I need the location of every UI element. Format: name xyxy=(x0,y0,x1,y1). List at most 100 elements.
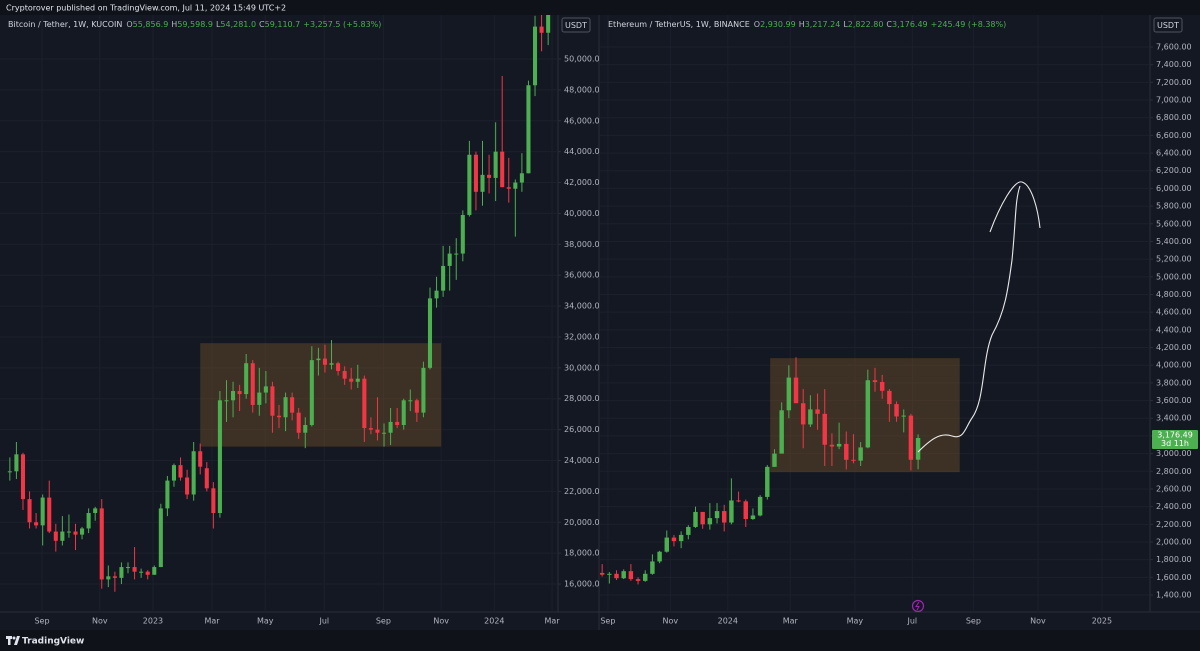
candle-body xyxy=(382,432,387,434)
footer-bar xyxy=(0,630,1200,651)
y-tick-label: 7,000.00 xyxy=(1156,96,1192,105)
y-tick-label: 32,000.0 xyxy=(564,332,600,341)
candle-body xyxy=(539,26,544,33)
candle-body xyxy=(165,480,170,509)
y-tick-label: 38,000.0 xyxy=(564,240,600,249)
candle-body xyxy=(600,572,605,575)
candle-body xyxy=(447,253,452,266)
candle-body xyxy=(217,400,222,514)
y-tick-label: 36,000.0 xyxy=(564,271,600,280)
candle-body xyxy=(283,397,288,418)
candle-body xyxy=(707,518,713,525)
x-tick-label: Jul xyxy=(907,617,918,626)
candle-body xyxy=(7,471,12,473)
candle-body xyxy=(270,386,275,416)
candle-body xyxy=(607,573,612,575)
candle-body xyxy=(822,413,827,445)
candle-body xyxy=(657,551,662,562)
ohlc-label: H xyxy=(171,20,177,29)
plot-area xyxy=(600,357,960,585)
y-tick-label: 2,600.00 xyxy=(1156,484,1192,493)
y-tick-label: 20,000.0 xyxy=(564,518,600,527)
candle-body xyxy=(185,477,190,495)
candle-body xyxy=(112,576,117,578)
x-tick-label: Sep xyxy=(376,617,391,626)
candle-body xyxy=(395,421,400,425)
candle-body xyxy=(901,415,906,417)
chart-panel: 1,400.00 1,600.00 1,800.00 2,000.00 2,200.00… xyxy=(600,15,1198,626)
currency-tag-box xyxy=(1153,17,1183,33)
y-tick-label: 7,600.00 xyxy=(1156,42,1192,51)
x-tick-label: Jul xyxy=(318,617,329,626)
chart-panel: 16,000.0 18,000.0 20,000.0 22,000.0 24,000.0… xyxy=(0,15,600,626)
ohlc-label: C xyxy=(886,20,892,29)
candle-body xyxy=(434,290,439,299)
x-tick-label: 2024 xyxy=(484,617,504,626)
candle-body xyxy=(743,501,748,520)
y-tick-label: 6,000.00 xyxy=(1156,184,1192,193)
x-tick-label: May xyxy=(847,617,864,626)
ohlc-value: 54,281.0 xyxy=(220,20,256,29)
candle-body xyxy=(34,522,39,526)
candle-body xyxy=(276,415,282,418)
ohlc-label: L xyxy=(843,20,848,29)
candle-body xyxy=(887,390,892,405)
y-tick-label: 4,200.00 xyxy=(1156,343,1192,352)
candle-body xyxy=(427,298,433,368)
candle-body xyxy=(414,400,419,413)
ohlc-value: 2,822.80 xyxy=(848,20,884,29)
plot-area xyxy=(7,15,551,592)
y-tick-label: 3,000.00 xyxy=(1156,449,1192,458)
candle-body xyxy=(526,85,531,174)
candle-body xyxy=(506,187,511,189)
y-tick-label: 7,400.00 xyxy=(1156,60,1192,69)
candle-body xyxy=(894,404,899,417)
candle-body xyxy=(336,363,341,371)
x-tick-label: 2025 xyxy=(1092,617,1112,626)
x-tick-label: Sep xyxy=(966,617,981,626)
y-tick-label: 3,600.00 xyxy=(1156,396,1192,405)
candle-body xyxy=(125,567,131,569)
candle-body xyxy=(132,567,137,572)
candle-body xyxy=(388,421,393,433)
x-tick-label: Nov xyxy=(1030,617,1046,626)
candle-body xyxy=(800,403,806,425)
candle-body xyxy=(237,391,242,395)
candle-body xyxy=(858,447,863,461)
candle-body xyxy=(27,499,32,523)
ohlc-label: C xyxy=(259,20,265,29)
candle-body xyxy=(493,151,498,178)
y-tick-label: 26,000.0 xyxy=(564,425,600,434)
ohlc-value: 3,217.24 xyxy=(805,20,841,29)
candle-body xyxy=(844,443,849,460)
candle-body xyxy=(421,367,426,413)
y-tick-label: 50,000.0 xyxy=(564,55,600,64)
ohlc-label: O xyxy=(754,20,760,29)
ohlc-value: 2,930.99 xyxy=(760,20,796,29)
candle-body xyxy=(487,174,492,178)
candle-body xyxy=(851,459,856,461)
candle-body xyxy=(836,443,842,447)
tv-logo xyxy=(6,636,20,645)
y-tick-label: 4,400.00 xyxy=(1156,325,1192,334)
x-tick-label: Sep xyxy=(600,617,615,626)
candle-body xyxy=(80,528,85,535)
alert-icon[interactable] xyxy=(911,599,925,613)
candle-body xyxy=(368,428,373,430)
candle-body xyxy=(532,26,538,86)
ohlc-value: 55,856.9 xyxy=(133,20,169,29)
candle-body xyxy=(47,497,52,532)
candle-body xyxy=(178,465,183,478)
x-tick-label: 2024 xyxy=(718,617,738,626)
candle-body xyxy=(772,453,777,467)
candle-body xyxy=(686,526,691,535)
x-tick-label: Mar xyxy=(204,617,220,626)
candle-body xyxy=(480,174,485,192)
candle-body xyxy=(20,454,26,500)
candle-body xyxy=(401,400,406,425)
freehand-projection xyxy=(917,185,1021,453)
x-tick-label: Mar xyxy=(783,617,799,626)
candle-body xyxy=(786,377,792,411)
candle-body xyxy=(721,511,727,523)
y-tick-label: 34,000.0 xyxy=(564,302,600,311)
